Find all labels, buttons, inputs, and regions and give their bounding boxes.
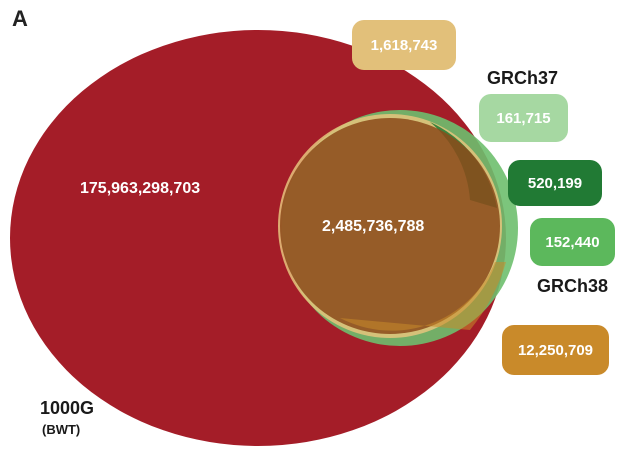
overlap-center-region: [280, 118, 500, 334]
region-bwt-only-value: 175,963,298,703: [80, 180, 201, 197]
label-grch38: GRCh38: [537, 276, 609, 296]
label-1000g: 1000G: [40, 398, 95, 418]
badge-152440: 152,440: [530, 218, 615, 266]
label-grch37: GRCh37: [487, 68, 559, 88]
label-bwt: (BWT): [42, 422, 81, 437]
panel-label: A: [12, 6, 28, 31]
badge-520199: 520,199: [508, 160, 602, 206]
badge-161715: 161,715: [479, 94, 568, 142]
overlap-bwt-grch37-region: [340, 262, 506, 331]
badge-grch37-only: 1,618,743: [352, 20, 456, 70]
region-all-three-value: 2,485,736,788: [322, 218, 425, 235]
badge-12250709: 12,250,709: [502, 325, 609, 375]
